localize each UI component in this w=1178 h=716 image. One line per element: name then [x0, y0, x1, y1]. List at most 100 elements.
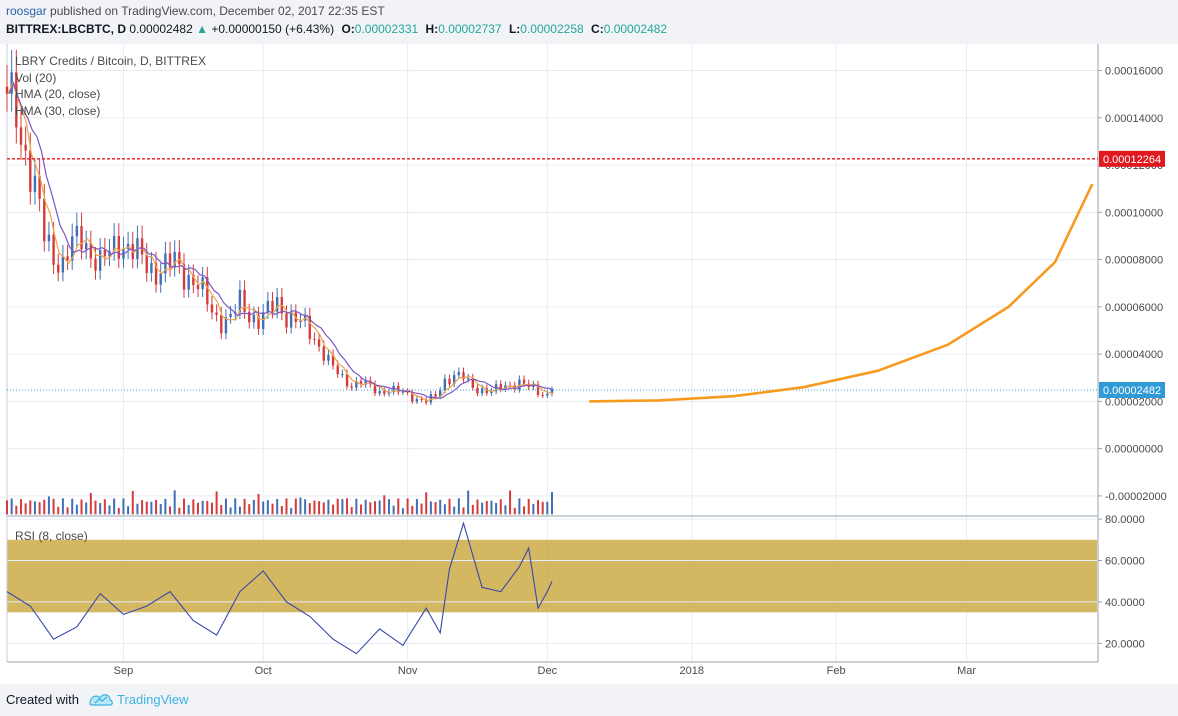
candle-body [401, 391, 405, 393]
candle-body [66, 256, 69, 261]
volume-bar [541, 501, 544, 515]
volume-bar [373, 501, 376, 515]
volume-bar [136, 503, 139, 515]
volume-bar [504, 505, 507, 515]
volume-bar [24, 503, 27, 515]
volume-bar [19, 499, 22, 515]
volume-bar [113, 498, 116, 515]
tradingview-logo-icon[interactable] [88, 691, 114, 707]
candle-body [150, 263, 153, 273]
rsi-band [7, 539, 1097, 613]
volume-bar [131, 490, 134, 515]
candle-body [5, 86, 9, 94]
volume-bar [448, 498, 451, 515]
candle-body [52, 234, 55, 265]
volume-bar [206, 500, 209, 515]
low-value: 0.00002258 [520, 22, 584, 36]
x-tick-label: Nov [398, 665, 418, 677]
volume-bar [52, 498, 55, 515]
candle-body [476, 387, 479, 394]
candle-body [299, 320, 302, 322]
high-label: H: [425, 22, 439, 36]
candle-body [373, 384, 377, 394]
hma20-line [7, 81, 554, 402]
candle-body [485, 388, 488, 394]
volume-bar [10, 498, 13, 515]
volume-bar [252, 499, 255, 515]
candle-body [43, 198, 46, 242]
candle-body [210, 304, 214, 313]
candle-body [71, 236, 74, 261]
candle-body [336, 365, 339, 375]
volume-bar [6, 500, 8, 515]
candle-body [187, 274, 190, 290]
price-chart-svg[interactable]: Sep Oct Nov Dec 2018 Feb Mar 0.00016000 0.000140… [0, 44, 1178, 684]
chart-area[interactable]: Sep Oct Nov Dec 2018 Feb Mar 0.00016000 0.000140… [0, 44, 1178, 684]
candle-body [192, 274, 195, 286]
volume-bar [485, 500, 488, 515]
candle-body [220, 314, 223, 334]
volume-bar [346, 498, 349, 515]
volume-bar [262, 501, 265, 515]
tradingview-brand-link[interactable]: TradingView [117, 692, 189, 707]
candle-body [313, 338, 316, 340]
volume-bar [551, 492, 553, 515]
y-tick-label: 0.00016000 [1105, 66, 1163, 78]
candle-body [317, 339, 321, 347]
volume-bar [210, 502, 213, 515]
volume-bar [257, 493, 260, 515]
volume-bar [318, 501, 321, 515]
volume-bar [490, 500, 493, 515]
x-tick-label: Mar [957, 665, 976, 677]
candle-body [425, 400, 428, 403]
volume-bar [43, 499, 46, 515]
volume-bar [527, 498, 530, 515]
candle-body [471, 378, 475, 388]
candle-body [289, 312, 293, 328]
candle-body [364, 380, 367, 385]
volume-bar [495, 502, 498, 515]
volume-bar [187, 505, 190, 515]
volume-bar [397, 498, 400, 515]
candle-body [38, 175, 41, 199]
volume-bar [15, 505, 18, 515]
y-tick-label: 0.00000000 [1105, 444, 1163, 456]
volume-bar [290, 508, 293, 515]
candle-body [443, 378, 447, 391]
volume-bar [117, 507, 120, 515]
volume-bar [150, 501, 153, 515]
volume-bar [383, 495, 386, 515]
x-tick-label: Feb [827, 665, 846, 677]
candle-body [84, 242, 88, 250]
hma20-legend: HMA (20, close) [15, 87, 101, 101]
volume-bar [537, 500, 540, 515]
candle-body [406, 391, 409, 393]
candle-body [15, 72, 18, 128]
volume-bar [420, 503, 423, 515]
rsi-legend: RSI (8, close) [15, 529, 88, 543]
volume-bar [401, 508, 404, 515]
last-price: 0.00002482 [129, 22, 193, 36]
volume-bar [164, 498, 167, 515]
candle-body [57, 264, 60, 273]
chart-title: LBRY Credits / Bitcoin, D, BITTREX [15, 54, 206, 68]
author-link[interactable]: roosgar [6, 4, 47, 18]
x-tick-label: Dec [538, 665, 558, 677]
candle-body [173, 252, 176, 268]
volume-bar [513, 507, 516, 515]
vol-legend: Vol (20) [15, 71, 57, 85]
candle-body [308, 315, 311, 339]
candle-body [75, 226, 79, 237]
volume-bar [280, 506, 283, 515]
volume-bar [220, 505, 223, 515]
volume-bar [183, 498, 186, 515]
candle-body [359, 381, 363, 385]
volume-bar [61, 498, 64, 515]
candle-body [257, 314, 260, 329]
candle-body [94, 258, 97, 271]
candle-body [350, 386, 353, 388]
high-value: 0.00002737 [438, 22, 502, 36]
candle-body [154, 263, 158, 285]
y-tick-label: 0.00004000 [1105, 349, 1163, 361]
created-with-label: Created with [6, 692, 79, 707]
